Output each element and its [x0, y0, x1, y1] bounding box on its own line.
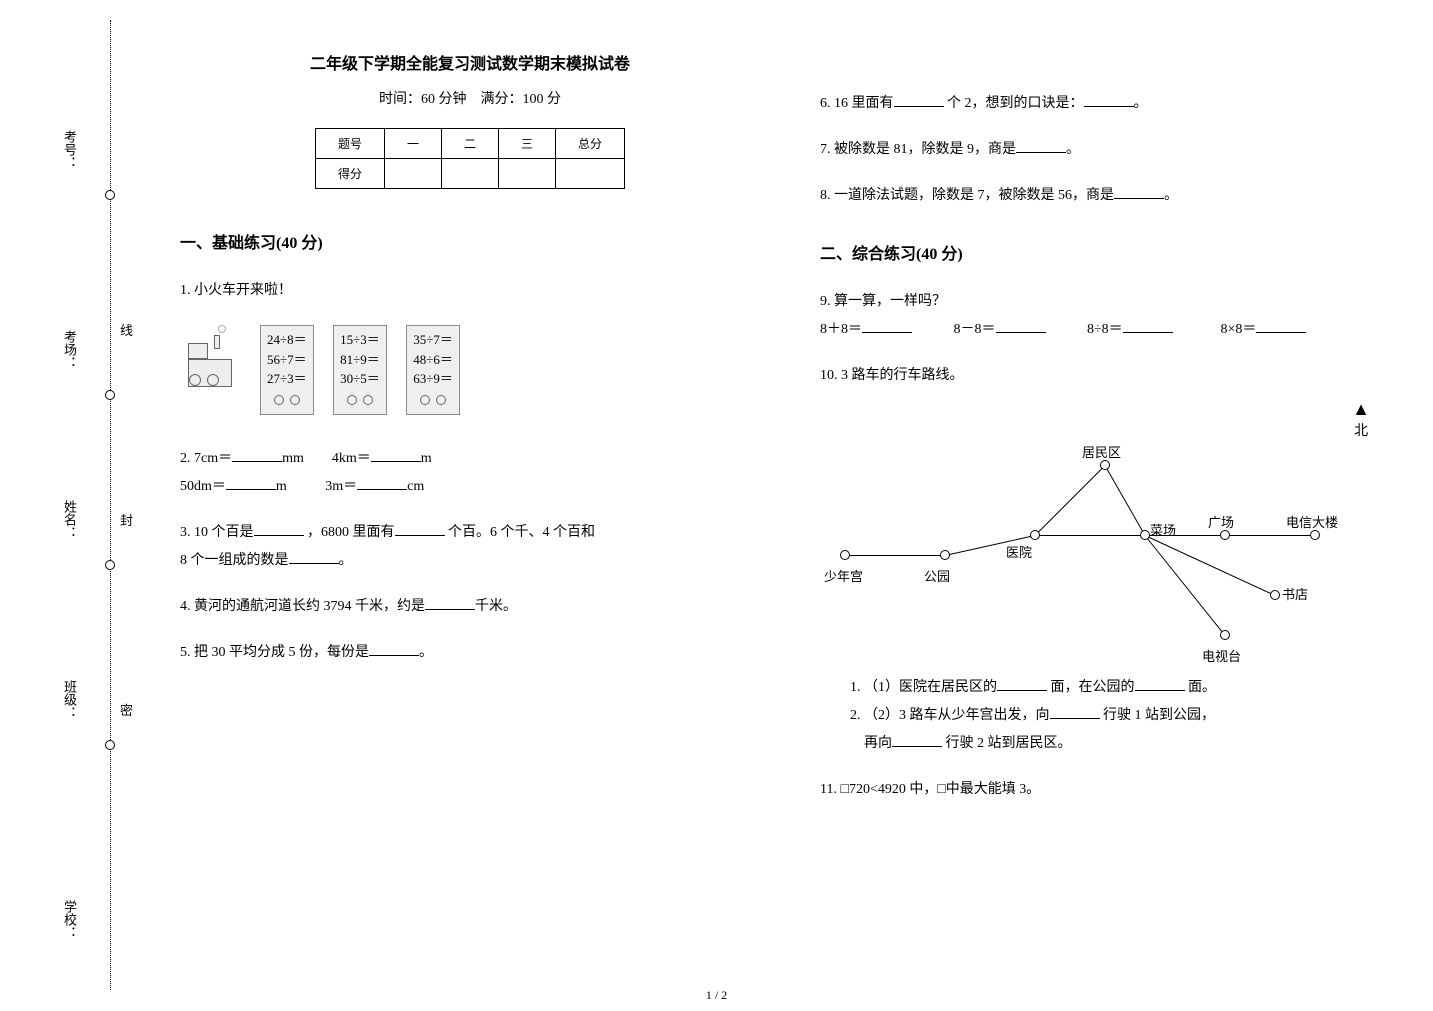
route-node-snp [840, 550, 850, 560]
route-edge [1145, 535, 1275, 596]
score-header-row: 题号 一 二 三 总分 [315, 129, 624, 159]
route-edge [1035, 535, 1145, 536]
binding-dotted-line [110, 20, 111, 990]
seal-char: 线 [120, 320, 133, 339]
q2-blank-2 [371, 448, 421, 462]
q9: 9. 算一算，一样吗？ 8＋8＝ 8－8＝ 8÷8＝ 8×8＝ [820, 288, 1400, 344]
q10-num: 10. [820, 368, 838, 383]
route-edge [1105, 465, 1146, 535]
score-h2: 二 [441, 129, 498, 159]
route-node-book [1270, 590, 1280, 600]
binding-circle [105, 560, 115, 570]
q1: 1. 小火车开来啦！ 24÷8＝ 56÷7＝ 27÷3＝ [180, 277, 760, 425]
route-label-plaza: 广场 [1208, 510, 1234, 536]
binding-label: 姓名： [60, 500, 79, 539]
binding-circle [105, 390, 115, 400]
page-content: 二年级下学期全能复习测试数学期末模拟试卷 时间：60 分钟 满分：100 分 题… [180, 50, 1400, 970]
q10-sub1: 1. （1）医院在居民区的 面，在公园的 面。 [850, 674, 1400, 702]
q3-num: 3. [180, 525, 191, 540]
route-edge [845, 555, 945, 556]
q1-text: 小火车开来啦！ [194, 283, 292, 298]
score-value-row: 得分 [315, 159, 624, 189]
q2-blank-3 [226, 476, 276, 490]
exam-subtitle: 时间：60 分钟 满分：100 分 [180, 88, 760, 108]
score-row-label: 得分 [315, 159, 384, 189]
route-label-hospital: 医院 [1006, 540, 1032, 566]
route-diagram: ▲ 北 少年宫公园医院居民区菜场广场电信大楼电视台书店 [820, 400, 1380, 660]
seal-char: 密 [120, 700, 133, 719]
train-car-1: 24÷8＝ 56÷7＝ 27÷3＝ [260, 325, 314, 415]
section-1-heading: 一、基础练习(40 分) [180, 229, 760, 253]
route-label-snp: 少年宫 [824, 564, 863, 590]
route-node-hospital [1030, 530, 1040, 540]
q11-num: 11. [820, 782, 837, 797]
binding-label: 班级： [60, 680, 79, 719]
q2-blank-4 [357, 476, 407, 490]
q5-num: 5. [180, 645, 191, 660]
train-car-2: 15÷3＝ 81÷9＝ 30÷5＝ [333, 325, 387, 415]
train-diagram: 24÷8＝ 56÷7＝ 27÷3＝ 15÷3＝ 81÷9＝ 30÷5＝ 35÷7… [180, 315, 760, 425]
q8: 8. 一道除法试题，除数是 7，被除数是 56，商是。 [820, 182, 1400, 210]
page-number: 1 / 2 [706, 988, 727, 1003]
binding-circle [105, 740, 115, 750]
train-car-3: 35÷7＝ 48÷6＝ 63÷9＝ [406, 325, 460, 415]
q2-blank-1 [232, 448, 282, 462]
q3: 3. 10 个百是 ，6800 里面有 个百。6 个千、4 个百和 8 个一组成… [180, 519, 760, 575]
q1-num: 1. [180, 283, 191, 298]
section-2-heading: 二、综合练习(40 分) [820, 240, 1400, 264]
q9-expressions: 8＋8＝ 8－8＝ 8÷8＝ 8×8＝ [820, 316, 1400, 344]
route-node-park [940, 550, 950, 560]
score-h1: 一 [384, 129, 441, 159]
train-engine-icon [180, 325, 240, 397]
q5: 5. 把 30 平均分成 5 份，每份是。 [180, 639, 760, 667]
q4: 4. 黄河的通航河道长约 3794 千米，约是千米。 [180, 593, 760, 621]
q4-num: 4. [180, 599, 191, 614]
route-label-tv: 电视台 [1202, 644, 1241, 670]
seal-char: 封 [120, 510, 133, 529]
q2-num: 2. [180, 451, 191, 466]
binding-strip: 考号： 考场： 姓名： 班级： 学校： 线封密 [60, 0, 140, 1011]
route-label-book: 书店 [1282, 582, 1308, 608]
binding-label: 考场： [60, 330, 79, 369]
q2: 2. 7cm＝mm 4km＝m 50dm＝m 3m＝cm [180, 445, 760, 501]
north-indicator: ▲ 北 [1352, 400, 1370, 446]
score-table: 题号 一 二 三 总分 得分 [315, 128, 625, 189]
route-edge [1145, 535, 1226, 636]
exam-title: 二年级下学期全能复习测试数学期末模拟试卷 [180, 50, 760, 74]
q6-num: 6. [820, 96, 831, 111]
score-h0: 题号 [315, 129, 384, 159]
binding-circle [105, 190, 115, 200]
left-column: 二年级下学期全能复习测试数学期末模拟试卷 时间：60 分钟 满分：100 分 题… [180, 50, 760, 685]
q6: 6. 16 里面有 个 2，想到的口诀是：。 [820, 90, 1400, 118]
q10: 10. 3 路车的行车路线。 ▲ 北 少年宫公园医院居民区菜场广场电信大楼电视台… [820, 362, 1400, 758]
route-node-market [1140, 530, 1150, 540]
binding-label: 考号： [60, 130, 79, 169]
score-h3: 三 [499, 129, 556, 159]
q11: 11. □720<4920 中，□中最大能填 3。 [820, 776, 1400, 804]
route-edge [1035, 465, 1106, 536]
binding-label: 学校： [60, 900, 79, 939]
route-label-market: 菜场 [1150, 518, 1176, 544]
q7: 7. 被除数是 81，除数是 9，商是。 [820, 136, 1400, 164]
route-node-tv [1220, 630, 1230, 640]
q8-num: 8. [820, 188, 831, 203]
right-column: 6. 16 里面有 个 2，想到的口诀是：。 7. 被除数是 81，除数是 9，… [820, 50, 1400, 822]
q7-num: 7. [820, 142, 831, 157]
q10-sub2: 2. （2）3 路车从少年宫出发，向 行驶 1 站到公园， 再向 行驶 2 站到… [850, 702, 1400, 758]
route-label-park: 公园 [924, 564, 950, 590]
score-h4: 总分 [556, 129, 625, 159]
q9-num: 9. [820, 294, 831, 309]
route-label-jmq: 居民区 [1082, 440, 1121, 466]
route-label-tele: 电信大楼 [1286, 510, 1338, 536]
north-arrow-icon: ▲ [1352, 400, 1370, 418]
